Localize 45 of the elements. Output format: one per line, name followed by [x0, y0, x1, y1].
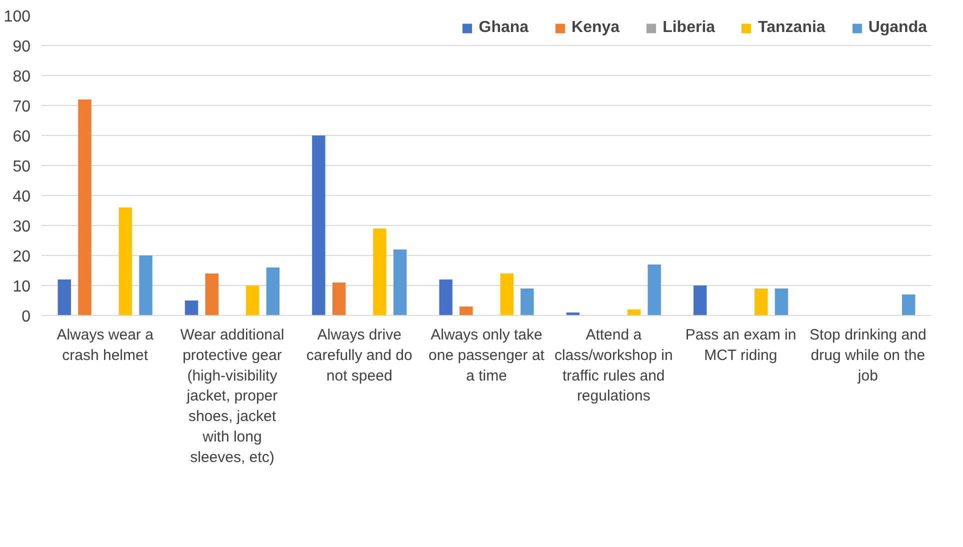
bar — [118, 208, 132, 316]
bar — [205, 274, 218, 316]
y-tick-label: 100 — [4, 8, 31, 26]
y-tick-label: 20 — [12, 248, 31, 266]
x-tick-label: Wear additional protective gear (high-visibility jacket, proper shoes, jacket with long sleeves, etc) — [180, 326, 284, 466]
x-tick-label: Stop drinking and drug while on the job — [810, 326, 926, 384]
bar — [332, 282, 346, 316]
bar — [373, 228, 386, 316]
bar — [460, 306, 473, 316]
bar — [627, 310, 641, 316]
bar — [693, 286, 707, 316]
bar — [393, 250, 407, 316]
x-tick-label: Always drive carefully and do not speed — [306, 326, 412, 384]
bar — [754, 288, 768, 316]
bar — [648, 264, 661, 316]
bar — [520, 288, 534, 316]
y-tick-label: 30 — [12, 218, 31, 236]
x-tick-label: Pass an exam in MCT riding — [685, 326, 796, 364]
legend-label: Kenya — [572, 19, 620, 37]
bar — [184, 300, 198, 316]
legend-label: Uganda — [868, 19, 927, 37]
bar — [78, 100, 92, 316]
x-tick-label: Always wear a crash helmet — [56, 326, 154, 364]
legend-label: Ghana — [478, 19, 529, 37]
bar — [312, 136, 326, 316]
bar — [439, 280, 452, 316]
bar — [902, 294, 916, 316]
legend-label: Liberia — [662, 19, 716, 37]
x-tick-label: Attend a class/workshop in traffic rules and regulations — [554, 326, 673, 405]
bar — [246, 286, 260, 316]
y-tick-label: 60 — [12, 128, 31, 146]
legend-label: Tanzania — [758, 19, 826, 37]
bar — [500, 274, 514, 316]
y-tick-label: 70 — [12, 98, 31, 116]
y-tick-label: 10 — [12, 278, 31, 296]
y-tick-label: 50 — [12, 158, 31, 176]
bar — [58, 280, 71, 316]
bar — [774, 288, 788, 316]
y-tick-label: 80 — [12, 68, 31, 86]
x-tick-label: Always only take one passenger at a time — [428, 326, 546, 384]
y-tick-label: 40 — [12, 188, 31, 206]
bar — [139, 256, 152, 316]
y-tick-label: 0 — [22, 308, 31, 326]
bar — [266, 268, 280, 316]
y-tick-label: 90 — [12, 38, 31, 56]
